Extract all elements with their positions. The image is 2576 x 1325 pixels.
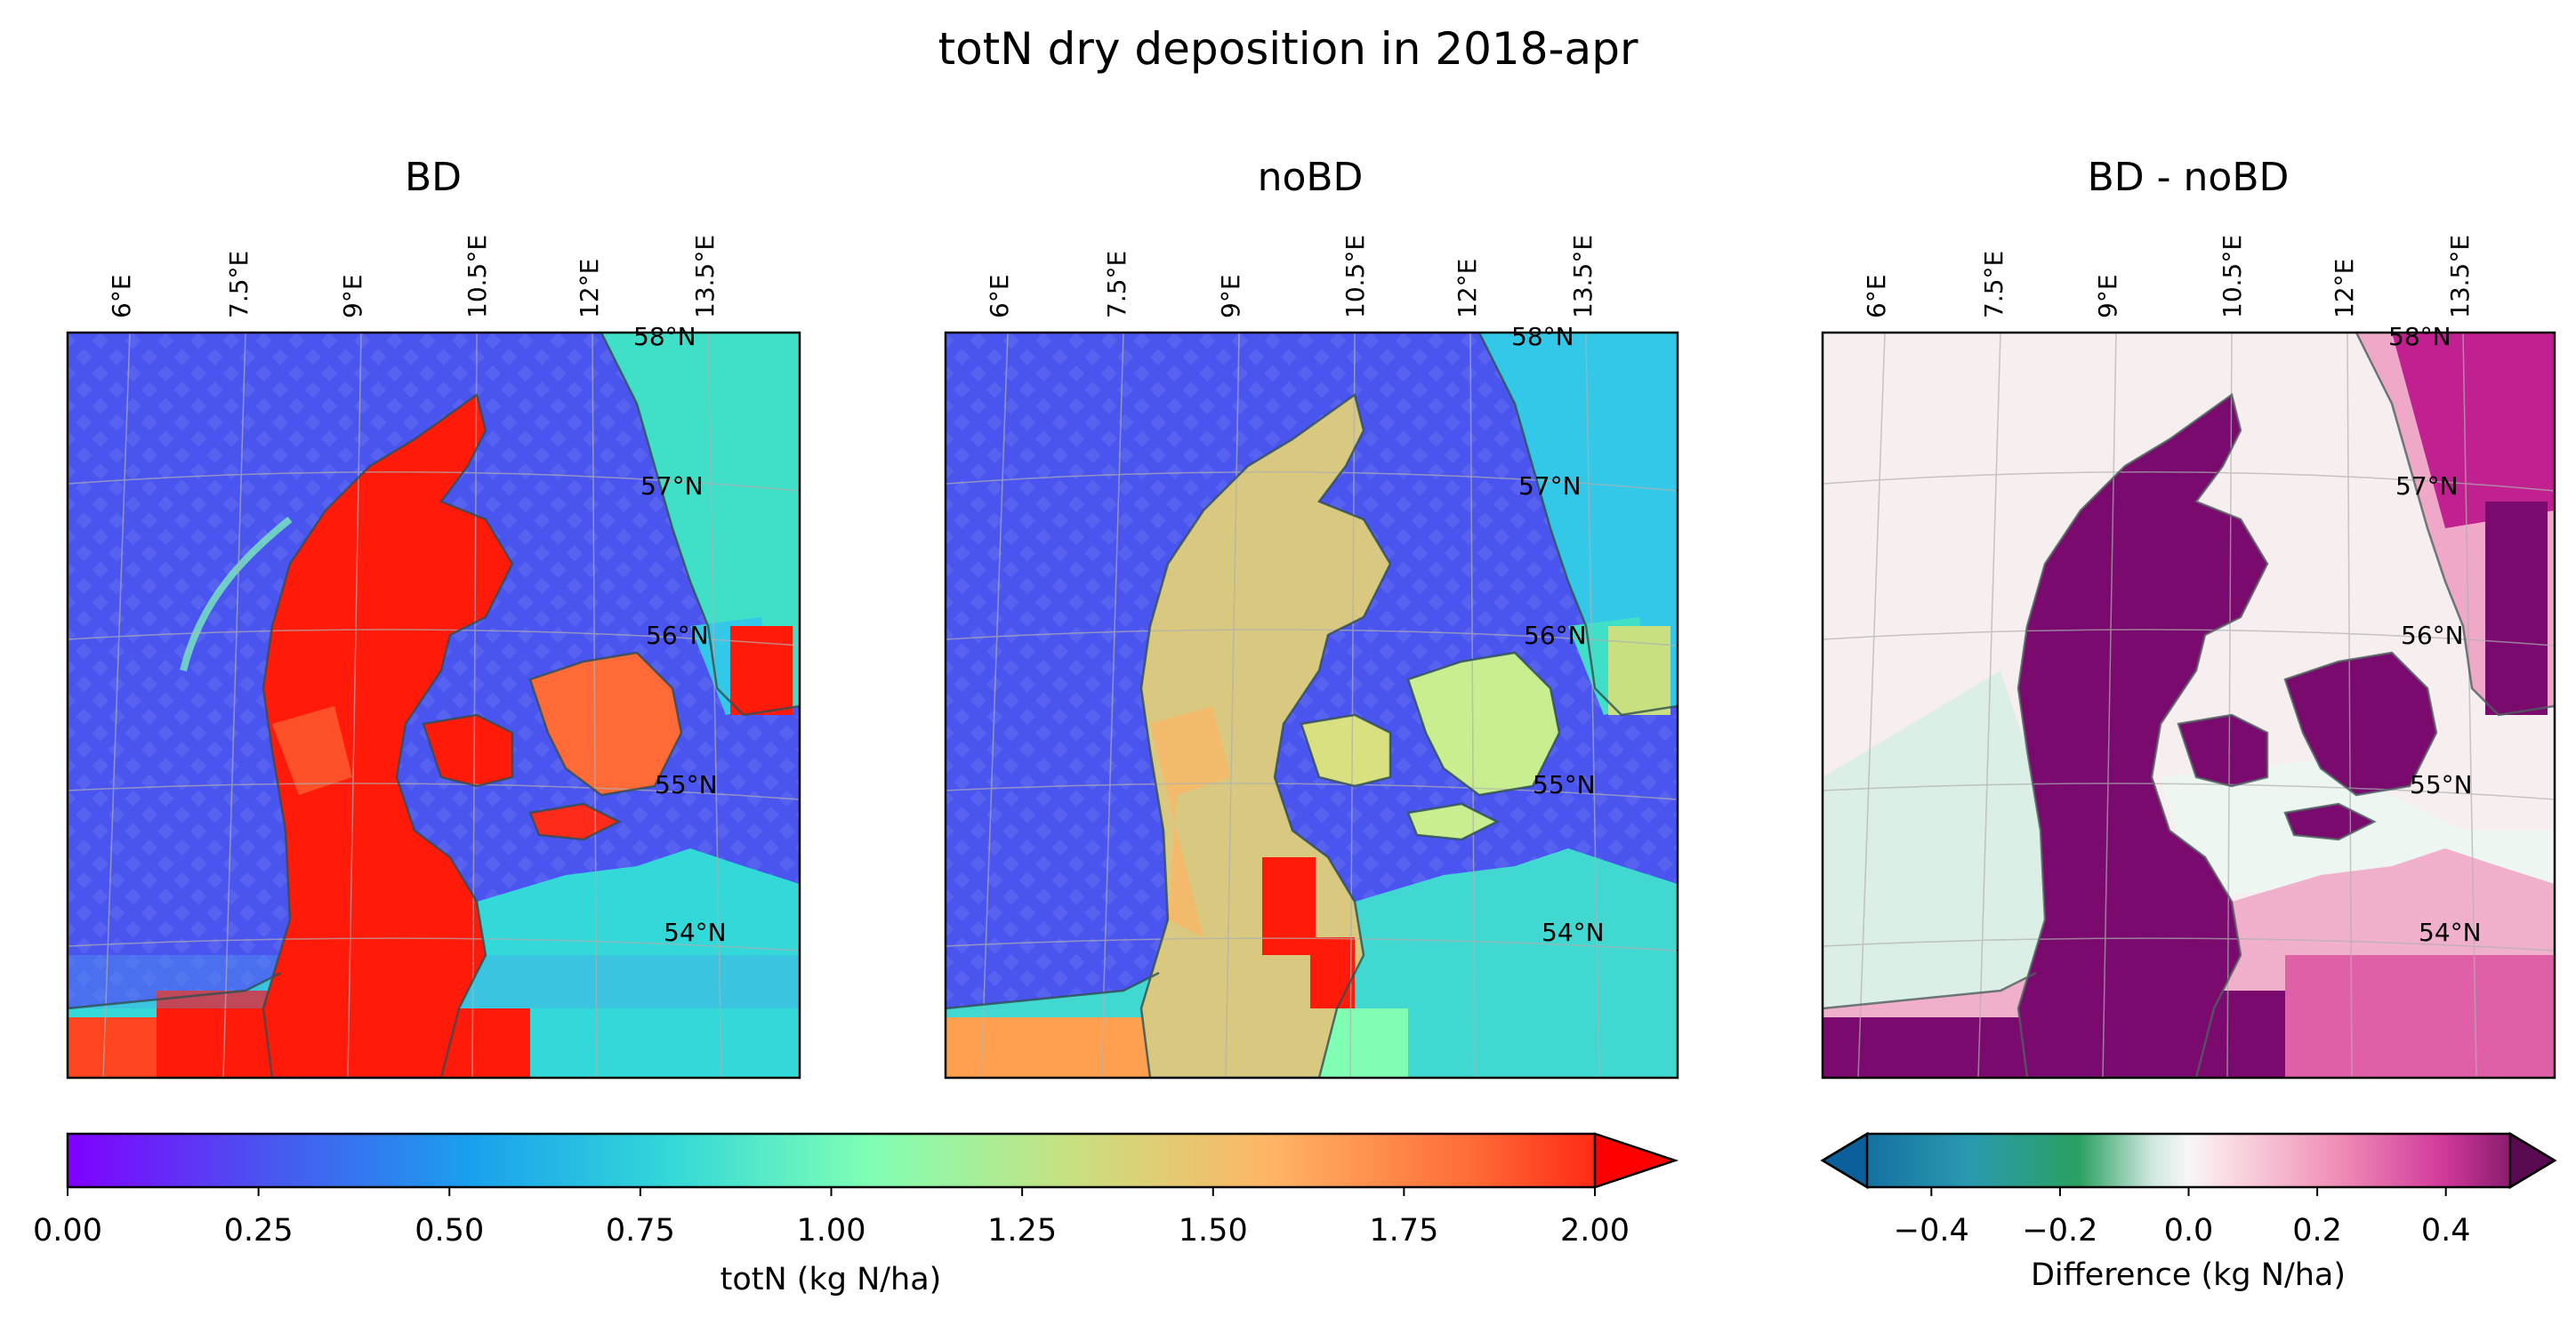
lat-tick-label: 54°N (2419, 918, 2482, 947)
panel-title-diff: BD - noBD (2088, 155, 2290, 200)
lon-tick-label: 9°E (338, 274, 367, 318)
map-panel-diff: BD - noBD (1821, 155, 2556, 1080)
lon-tick-label: 10.5°E (1340, 235, 1370, 318)
colorbar-totn-bar (66, 1132, 1678, 1189)
colorbar-tick-label: 0.2 (2292, 1213, 2342, 1249)
colorbar-difference-bar (1820, 1132, 2557, 1189)
colorbar-tick-label: 0.0 (2164, 1213, 2214, 1249)
colorbar-tick-label: −0.4 (1894, 1213, 1969, 1249)
colorbar-difference: −0.4 −0.2 0.0 0.2 0.4 Difference (kg N/ha) (1820, 1131, 2557, 1293)
colorbar-tick-label: 2.00 (1560, 1213, 1630, 1249)
map-field-nobd (946, 333, 1678, 1078)
map-field-bd (68, 333, 800, 1078)
lon-tick-label: 7.5°E (1102, 251, 1131, 318)
lat-ticks-nobd: 58°N 57°N 56°N 55°N 54°N (1511, 322, 1605, 947)
lat-tick-label: 58°N (1511, 322, 1574, 351)
lat-tick-label: 54°N (664, 918, 727, 947)
colorbar-tick-label: 0.75 (606, 1213, 675, 1249)
colorbar-tick-label: 0.00 (33, 1213, 102, 1249)
lon-tick-label: 10.5°E (463, 235, 492, 318)
lat-tick-label: 56°N (2401, 621, 2464, 650)
colorbar-tick-label: 1.00 (797, 1213, 866, 1249)
lon-tick-label: 7.5°E (1979, 251, 2008, 318)
lon-tick-label: 6°E (985, 274, 1014, 318)
colorbar-label-totn: totN (kg N/ha) (720, 1262, 942, 1297)
lon-tick-label: 9°E (1216, 274, 1245, 318)
lat-tick-label: 58°N (2388, 322, 2451, 351)
colorbar-tick-label: 0.4 (2421, 1213, 2471, 1249)
lat-tick-label: 55°N (655, 770, 718, 799)
colorbar-extend-max (1593, 1132, 1678, 1189)
lat-tick-label: 54°N (1542, 918, 1605, 947)
figure-title: totN dry deposition in 2018-apr (938, 23, 1638, 75)
colorbar-tick-label: 1.75 (1369, 1213, 1438, 1249)
colorbar-tick-label: 0.25 (224, 1213, 294, 1249)
map-panel-bd: BD (66, 155, 801, 1080)
lon-tick-label: 12°E (1453, 259, 1482, 318)
colorbar-tick-label: −0.2 (2022, 1213, 2097, 1249)
lon-tick-label: 10.5°E (2218, 235, 2247, 318)
lat-tick-label: 56°N (1524, 621, 1587, 650)
lat-tick-label: 57°N (640, 471, 704, 501)
colorbar-label-difference: Difference (kg N/ha) (2031, 1257, 2346, 1293)
colorbar-tick-label: 0.50 (415, 1213, 484, 1249)
panel-title-nobd: noBD (1258, 155, 1364, 200)
lon-ticks-nobd: 6°E 7.5°E 9°E 10.5°E 12°E 13.5°E (985, 235, 1598, 318)
colorbar-tick-label: 1.25 (987, 1213, 1057, 1249)
lon-ticks-diff: 6°E 7.5°E 9°E 10.5°E 12°E 13.5°E (1862, 235, 2475, 318)
lon-tick-label: 13.5°E (2445, 235, 2475, 318)
lat-tick-label: 57°N (1518, 471, 1582, 501)
panel-title-bd: BD (405, 155, 462, 200)
lon-tick-label: 7.5°E (224, 251, 254, 318)
lat-tick-label: 56°N (646, 621, 709, 650)
map-panel-nobd: noBD (944, 155, 1679, 1080)
colorbar-tick-label: 1.50 (1179, 1213, 1248, 1249)
lon-tick-label: 6°E (107, 274, 136, 318)
lat-ticks-diff: 58°N 57°N 56°N 55°N 54°N (2388, 322, 2482, 947)
lat-tick-label: 57°N (2395, 471, 2459, 501)
lat-ticks-bd: 58°N 57°N 56°N 55°N 54°N (633, 322, 727, 947)
colorbar-totn: 0.00 0.25 0.50 0.75 1.00 1.25 1.50 1.75 2.00 tot… (33, 1132, 1678, 1297)
lon-ticks-bd: 6°E 7.5°E 9°E 10.5°E 12°E 13.5°E (107, 235, 720, 318)
map-field-diff (1823, 333, 2555, 1078)
lat-tick-label: 55°N (1533, 770, 1596, 799)
lon-tick-label: 6°E (1862, 274, 1891, 318)
lon-tick-label: 13.5°E (690, 235, 720, 318)
colorbar-extend-min (1820, 1131, 1869, 1190)
lon-tick-label: 13.5°E (1568, 235, 1598, 318)
lon-tick-label: 12°E (575, 259, 604, 318)
colorbar-extend-max (2508, 1131, 2557, 1190)
lon-tick-label: 12°E (2330, 259, 2359, 318)
lon-tick-label: 9°E (2093, 274, 2122, 318)
lat-tick-label: 58°N (633, 322, 696, 351)
lat-tick-label: 55°N (2410, 770, 2473, 799)
